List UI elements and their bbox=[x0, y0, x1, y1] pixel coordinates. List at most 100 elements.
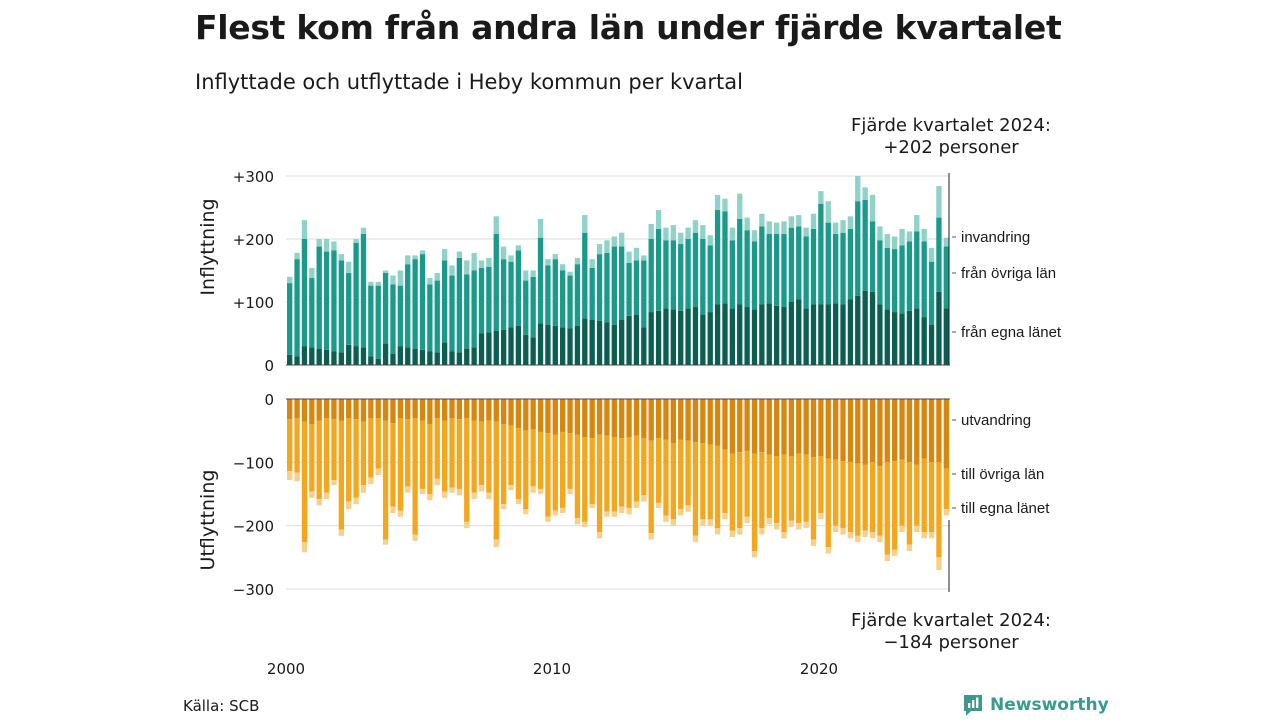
bar-segment bbox=[589, 399, 595, 439]
bar-segment bbox=[346, 399, 352, 418]
bar-segment bbox=[825, 399, 831, 459]
bar-segment bbox=[855, 295, 861, 365]
bar-segment bbox=[375, 468, 381, 475]
bar-segment bbox=[574, 257, 581, 265]
bar-segment bbox=[596, 244, 603, 255]
bar-segment bbox=[323, 399, 330, 418]
bar-segment bbox=[287, 354, 293, 365]
bar-segment bbox=[360, 399, 367, 422]
bar-segment bbox=[574, 264, 581, 326]
bar-segment bbox=[633, 435, 640, 502]
bar-segment bbox=[390, 353, 396, 365]
bar-segment bbox=[722, 211, 728, 304]
bar-segment bbox=[641, 255, 647, 261]
bar-segment bbox=[685, 505, 691, 512]
bar-segment bbox=[744, 230, 750, 308]
bar-segment bbox=[397, 270, 404, 286]
bar-segment bbox=[390, 423, 396, 507]
bar-segment bbox=[855, 399, 861, 464]
bar-segment bbox=[500, 399, 507, 425]
bar-segment bbox=[692, 232, 699, 308]
bar-segment bbox=[766, 399, 772, 455]
bar-segment bbox=[486, 332, 492, 365]
bar-segment bbox=[810, 399, 817, 458]
bar-segment bbox=[294, 252, 300, 260]
bar-segment bbox=[619, 246, 625, 320]
bar-segment bbox=[309, 267, 315, 279]
bar-segment bbox=[574, 434, 581, 519]
bar-segment bbox=[464, 348, 470, 365]
bar-segment bbox=[670, 399, 676, 444]
bar-segment bbox=[633, 399, 640, 436]
bar-segment bbox=[714, 194, 721, 211]
bar-segment bbox=[884, 399, 890, 463]
y-tick-label: +100 bbox=[233, 294, 274, 312]
source-label: Källa: SCB bbox=[183, 697, 260, 715]
bar-segment bbox=[936, 217, 942, 292]
bar-segment bbox=[301, 399, 308, 422]
bar-segment bbox=[678, 310, 684, 365]
chart-title: Flest kom från andra län under fjärde kv… bbox=[195, 8, 1062, 47]
bar-segment bbox=[287, 283, 293, 355]
bar-segment bbox=[471, 399, 477, 421]
bar-segment bbox=[419, 488, 426, 494]
bar-segment bbox=[722, 513, 728, 520]
bar-segment bbox=[899, 525, 905, 532]
bar-segment bbox=[530, 270, 536, 277]
bar-segment bbox=[641, 438, 647, 496]
bar-segment bbox=[552, 399, 558, 435]
annotation-text: Fjärde kvartalet 2024: bbox=[851, 610, 1051, 631]
bar-segment bbox=[419, 254, 426, 350]
bar-segment bbox=[751, 453, 758, 551]
bar-segment bbox=[655, 438, 662, 503]
bar-segment bbox=[567, 399, 573, 434]
bar-segment bbox=[906, 310, 913, 365]
bar-segment bbox=[294, 259, 300, 357]
bar-segment bbox=[773, 305, 780, 365]
bar-segment bbox=[560, 507, 566, 513]
newsworthy-logo[interactable]: Newsworthy bbox=[962, 693, 1109, 717]
bar-segment bbox=[862, 464, 868, 531]
bar-segment bbox=[840, 528, 846, 535]
bar-segment bbox=[294, 472, 300, 482]
bar-segment bbox=[707, 245, 713, 313]
bar-segment bbox=[560, 399, 566, 432]
bar-segment bbox=[796, 226, 802, 300]
bar-segment bbox=[604, 399, 610, 436]
bar-segment bbox=[862, 199, 868, 291]
bar-segment bbox=[537, 237, 544, 324]
bar-segment bbox=[611, 324, 617, 365]
bar-segment bbox=[537, 323, 544, 365]
bar-segment bbox=[810, 213, 817, 229]
bar-segment bbox=[530, 486, 536, 493]
bar-segment bbox=[670, 443, 676, 520]
annotation-text: Fjärde kvartalet 2024: bbox=[851, 115, 1051, 136]
bar-segment bbox=[530, 429, 536, 487]
bar-segment bbox=[700, 519, 706, 526]
bar-segment bbox=[589, 504, 595, 508]
bar-segment bbox=[478, 421, 485, 486]
bar-segment bbox=[375, 418, 381, 469]
bar-segment bbox=[360, 421, 367, 486]
bar-segment bbox=[560, 264, 566, 271]
legend-label: till övriga län bbox=[961, 466, 1044, 483]
bar-segment bbox=[500, 329, 507, 365]
bar-segment bbox=[537, 399, 544, 432]
bar-segment bbox=[449, 399, 455, 418]
bar-segment bbox=[714, 304, 721, 365]
bar-segment bbox=[478, 267, 485, 334]
bar-segment bbox=[493, 539, 499, 548]
bar-segment bbox=[692, 535, 699, 543]
bar-segment bbox=[663, 308, 669, 365]
bar-segment bbox=[596, 399, 603, 435]
bar-segment bbox=[825, 201, 831, 223]
bar-segment bbox=[449, 275, 455, 352]
bar-segment bbox=[633, 247, 640, 261]
bar-segment bbox=[818, 203, 824, 305]
bar-segment bbox=[914, 231, 920, 309]
bar-segment bbox=[456, 399, 463, 420]
bar-segment bbox=[914, 215, 920, 232]
bar-segment bbox=[840, 220, 846, 233]
bar-segment bbox=[803, 227, 809, 237]
bar-segment bbox=[331, 250, 337, 352]
